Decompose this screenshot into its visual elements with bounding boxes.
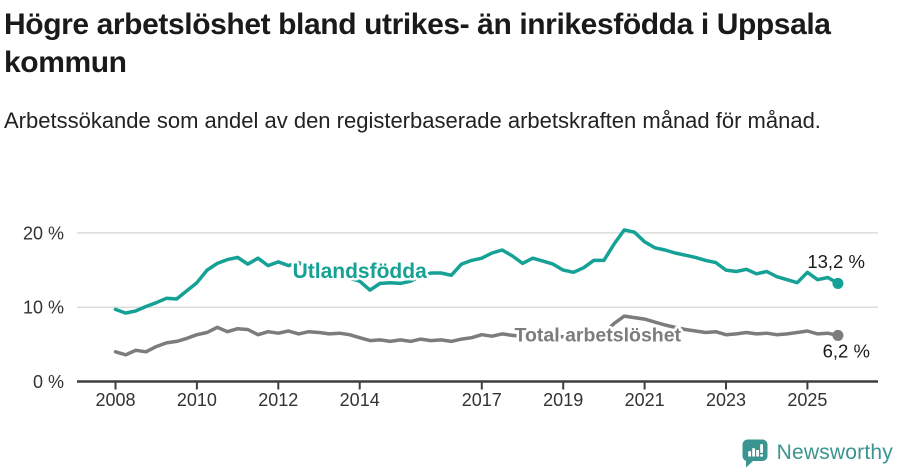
- series-end-value-utlandsfodda: 13,2 %: [807, 251, 865, 272]
- series-label-utlandsfodda: Utlandsfödda: [293, 260, 427, 283]
- series-label-total-arbetsloshet: Total arbetslöshet: [515, 325, 682, 347]
- x-tick-label-2025: 2025: [787, 390, 827, 410]
- series-end-dot-utlandsfodda: [832, 277, 844, 289]
- chart-header: Högre arbetslöshet bland utrikes- än inr…: [0, 0, 900, 136]
- series-end-value-total-arbetsloshet: 6,2 %: [823, 340, 870, 361]
- x-tick-label-2012: 2012: [258, 390, 298, 410]
- series-end-dot-total-arbetsloshet: [832, 329, 844, 341]
- newsworthy-logo: Newsworthy: [741, 438, 893, 468]
- newsworthy-logo-text: Newsworthy: [776, 441, 893, 464]
- x-tick-label-2014: 2014: [340, 390, 380, 410]
- x-tick-label-2023: 2023: [706, 390, 746, 410]
- chart-title: Högre arbetslöshet bland utrikes- än inr…: [4, 8, 831, 79]
- newsworthy-bar-chart-bubble-icon: [742, 439, 768, 468]
- x-tick-label-2010: 2010: [177, 390, 217, 410]
- chart-subtitle: Arbetssökande som andel av den registerb…: [4, 108, 821, 133]
- y-tick-label-0: 0 %: [33, 372, 64, 392]
- series-line-utlandsfodda: [113, 228, 840, 315]
- y-tick-label-20: 20 %: [23, 223, 64, 243]
- series-line-total-arbetsloshet: [113, 314, 840, 357]
- x-tick-label-2019: 2019: [543, 390, 583, 410]
- x-tick-label-2008: 2008: [95, 390, 135, 410]
- x-tick-label-2021: 2021: [625, 390, 665, 410]
- x-tick-label-2017: 2017: [462, 390, 502, 410]
- y-tick-label-10: 10 %: [23, 298, 64, 318]
